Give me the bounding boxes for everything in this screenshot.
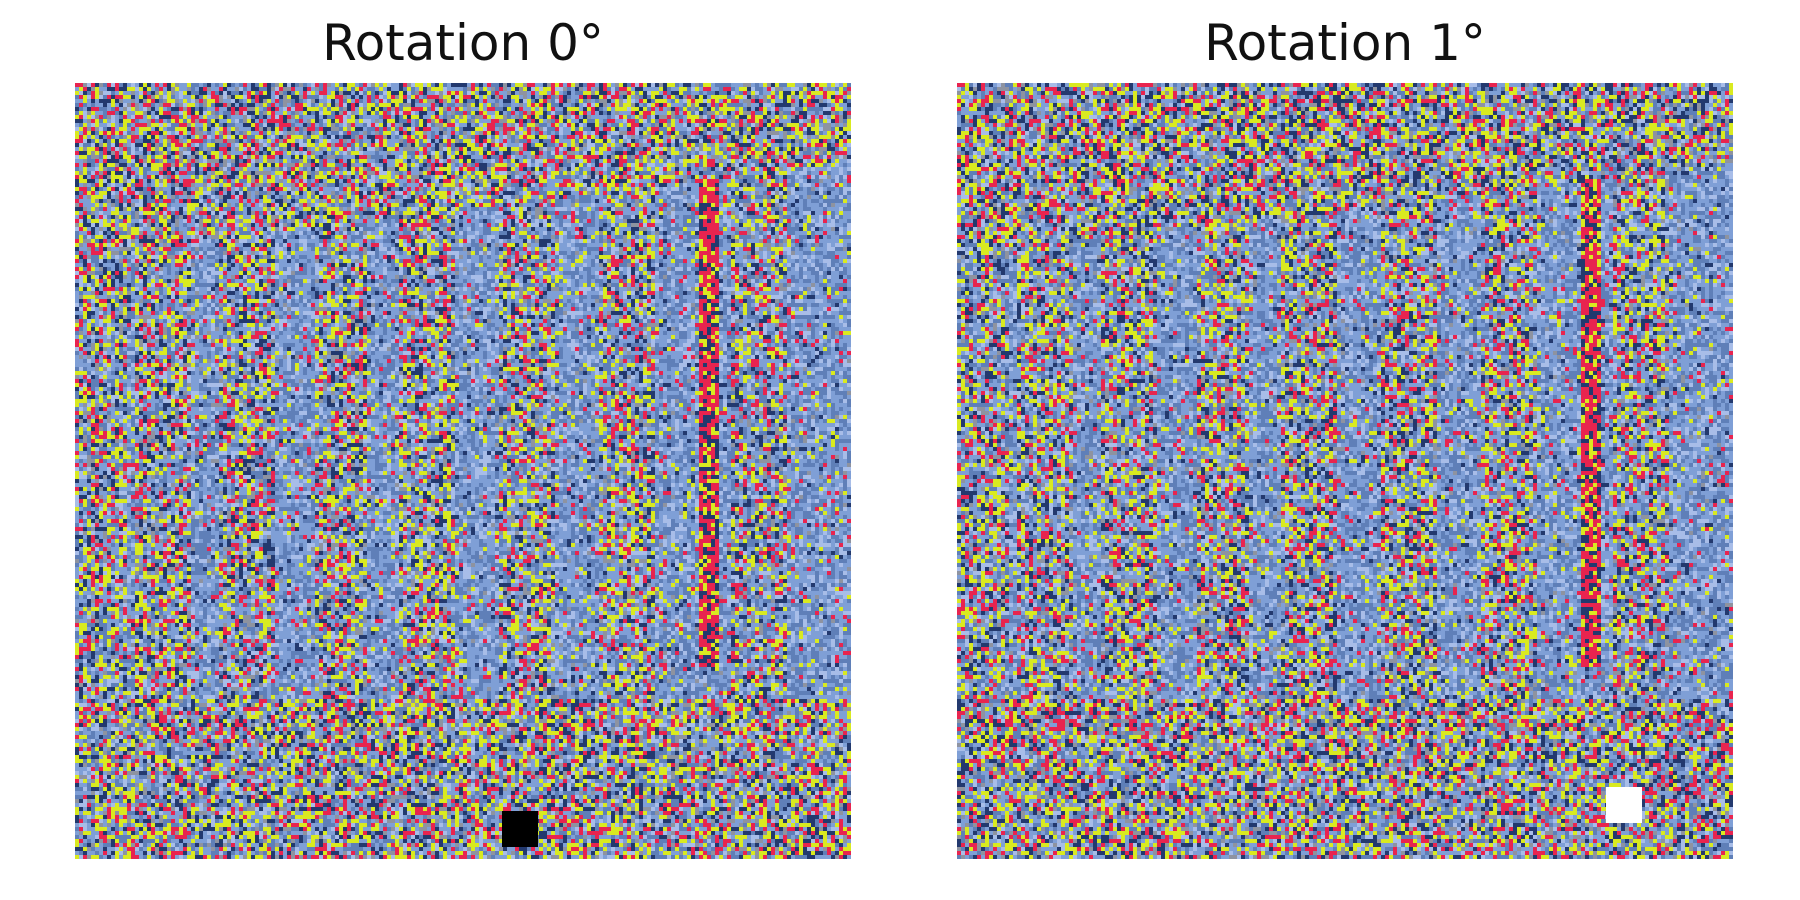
panel-title: Rotation 0° bbox=[322, 14, 604, 72]
facade-image bbox=[957, 83, 1733, 859]
image-rotation-0 bbox=[75, 83, 851, 859]
facade-image bbox=[75, 83, 851, 859]
panel-title: Rotation 1° bbox=[1204, 14, 1486, 72]
panel-rotation-1: Rotation 1° bbox=[957, 0, 1737, 900]
image-rotation-1 bbox=[957, 83, 1733, 859]
panel-rotation-0: Rotation 0° bbox=[75, 0, 855, 900]
white-square-marker bbox=[1606, 787, 1642, 823]
black-square-marker bbox=[502, 811, 538, 847]
